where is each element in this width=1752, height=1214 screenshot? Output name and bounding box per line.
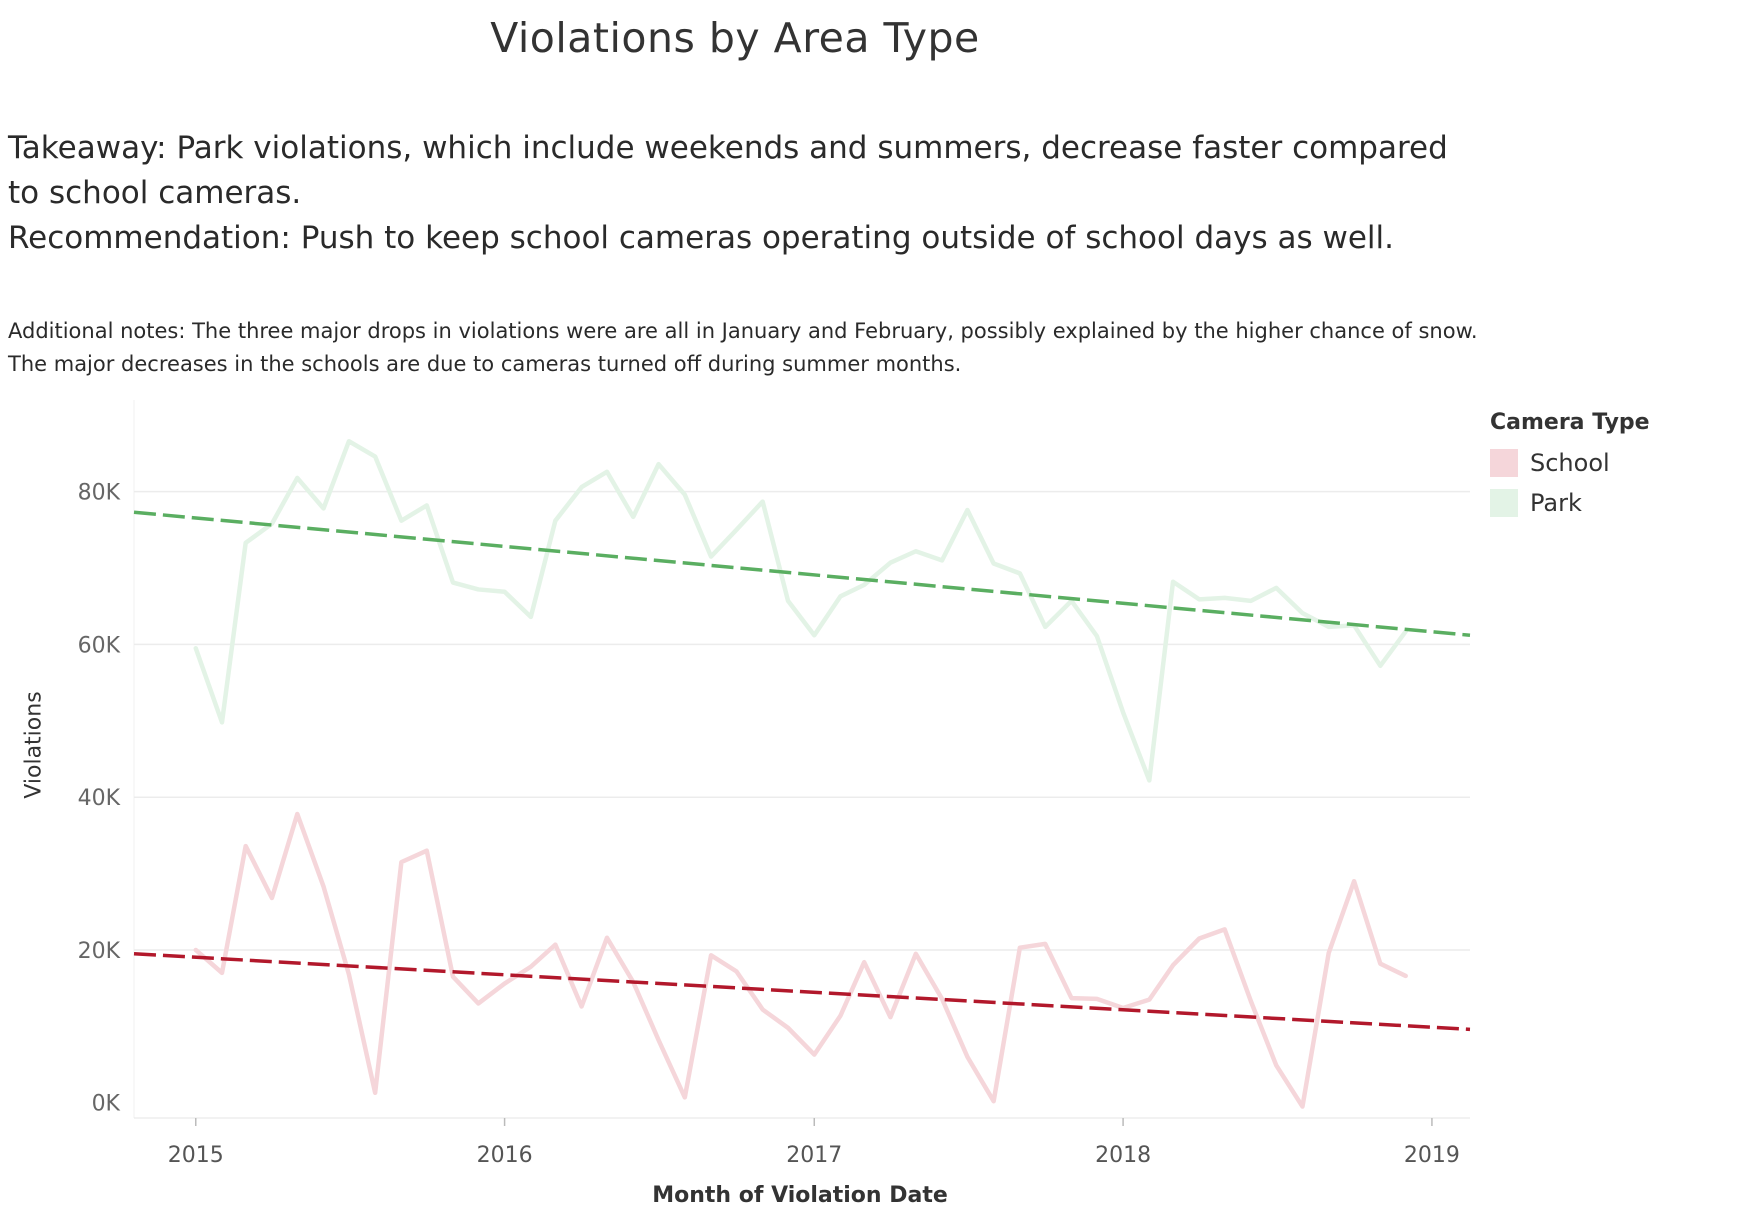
y-tick-label: 20K xyxy=(78,939,121,964)
trendline-park xyxy=(133,510,1471,638)
y-tick-label: 80K xyxy=(78,481,121,506)
series-lines xyxy=(193,438,1408,1109)
trendlines xyxy=(133,510,1471,1032)
legend-label-park: Park xyxy=(1530,489,1582,517)
notes-line-2: The major decreases in the schools are d… xyxy=(8,352,962,376)
y-tick-label: 0K xyxy=(92,1092,121,1117)
x-tick-label: 2016 xyxy=(477,1143,533,1168)
x-axis-ticks: 2015 2016 2017 2018 2019 xyxy=(168,1118,1460,1168)
x-tick-label: 2018 xyxy=(1095,1143,1151,1168)
legend-label-school: School xyxy=(1530,449,1610,477)
series-line-school xyxy=(193,811,1408,1109)
takeaway-text: Takeaway: Park violations, which include… xyxy=(8,130,1448,211)
y-tick-label: 40K xyxy=(78,786,121,811)
takeaway-text-block: Takeaway: Park violations, which include… xyxy=(8,126,1488,261)
park-swatch xyxy=(1490,489,1518,517)
legend-item-school[interactable]: School xyxy=(1490,443,1650,483)
gridlines xyxy=(133,400,1470,1119)
trendline-school xyxy=(133,952,1471,1032)
chart-title: Violations by Area Type xyxy=(490,14,980,62)
y-axis-ticks: 0K 20K 40K 60K 80K xyxy=(78,481,121,1117)
x-tick-label: 2017 xyxy=(786,1143,842,1168)
additional-notes: Additional notes: The three major drops … xyxy=(8,315,1488,381)
legend-title: Camera Type xyxy=(1490,410,1650,435)
legend-item-park[interactable]: Park xyxy=(1490,483,1650,523)
notes-line-1: Additional notes: The three major drops … xyxy=(8,319,1478,343)
school-swatch xyxy=(1490,449,1518,477)
x-tick-label: 2019 xyxy=(1404,1143,1460,1168)
legend: Camera Type School Park xyxy=(1490,410,1650,523)
x-axis-label: Month of Violation Date xyxy=(652,1183,948,1208)
x-tick-label: 2015 xyxy=(168,1143,224,1168)
series-line-park xyxy=(193,438,1408,783)
y-axis-label: Violations xyxy=(21,691,47,799)
recommendation-text: Recommendation: Push to keep school came… xyxy=(8,220,1394,256)
y-tick-label: 60K xyxy=(78,633,121,658)
